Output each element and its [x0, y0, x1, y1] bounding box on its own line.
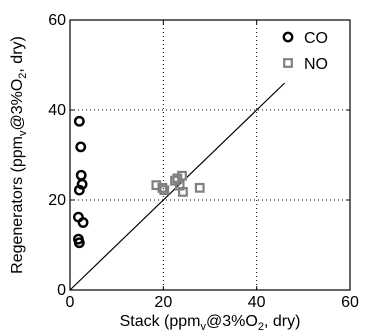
legend-marker-no — [283, 58, 293, 68]
x-tick-label: 60 — [341, 294, 359, 311]
y-axis-label: Regenerators (ppmv@3%O2, dry) — [9, 36, 29, 274]
series-no — [151, 170, 205, 197]
data-points — [73, 115, 205, 249]
y-tick-label: 60 — [48, 12, 66, 29]
point-co — [77, 217, 89, 228]
x-tick-label: 40 — [248, 294, 266, 311]
point-no — [151, 180, 162, 191]
axis-ticks: 0 20 40 60 0 20 40 60 — [48, 12, 359, 311]
x-tick-label: 20 — [154, 294, 172, 311]
point-no — [194, 182, 205, 193]
x-tick-label: 0 — [66, 294, 75, 311]
legend-marker-co — [282, 31, 294, 43]
y-tick-label: 0 — [57, 282, 66, 299]
x-axis-label: Stack (ppmv@3%O2, dry) — [120, 313, 301, 332]
point-co — [75, 141, 87, 153]
point-co — [73, 184, 85, 196]
legend: CO NO — [282, 30, 328, 73]
legend-label-co: CO — [304, 30, 328, 47]
point-no — [178, 187, 188, 197]
y-tick-label: 40 — [48, 102, 66, 119]
grid-lines — [70, 20, 350, 290]
point-co — [75, 169, 87, 181]
legend-label-no: NO — [304, 56, 328, 73]
point-no — [177, 170, 187, 181]
y-tick-label: 20 — [48, 192, 66, 209]
point-no — [159, 185, 170, 196]
plot-frame — [69, 19, 351, 291]
point-co — [73, 237, 85, 249]
series-co — [73, 115, 89, 249]
point-no — [157, 182, 168, 193]
point-co — [73, 115, 85, 127]
reference-line-1-to-1 — [69, 82, 286, 291]
